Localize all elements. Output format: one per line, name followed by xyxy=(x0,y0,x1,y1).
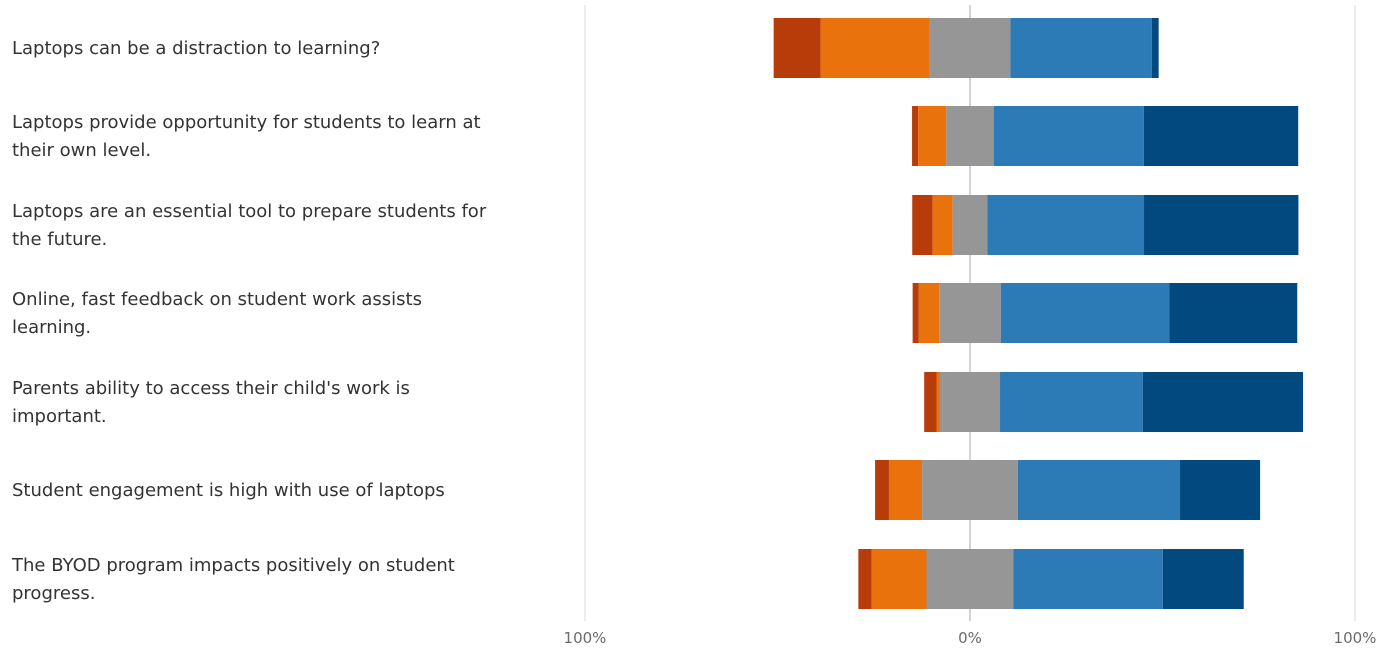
category-label: important. xyxy=(12,406,107,427)
strongly-disagree-bar xyxy=(912,195,933,255)
category-label: Laptops provide opportunity for students… xyxy=(12,112,481,133)
category-label: The BYOD program impacts positively on s… xyxy=(11,555,455,576)
strongly-disagree-bar xyxy=(773,18,821,78)
category-label: progress. xyxy=(12,583,95,604)
disagree-bar xyxy=(871,549,927,609)
bar-layer xyxy=(773,18,1304,609)
strongly-disagree-bar xyxy=(858,549,872,609)
agree-bar xyxy=(1010,18,1152,78)
category-label: Student engagement is high with use of l… xyxy=(12,480,445,501)
neutral-bar xyxy=(922,460,1018,520)
strongly-agree-bar xyxy=(1151,18,1159,78)
agree-bar xyxy=(993,106,1144,166)
agree-bar xyxy=(1017,460,1181,520)
neutral-bar xyxy=(946,106,994,166)
disagree-bar xyxy=(918,106,947,166)
neutral-bar xyxy=(929,18,1011,78)
strongly-agree-bar xyxy=(1142,372,1304,432)
category-label: the future. xyxy=(12,229,107,250)
category-label: learning. xyxy=(12,317,91,338)
strongly-agree-bar xyxy=(1143,106,1299,166)
strongly-agree-bar xyxy=(1144,195,1299,255)
category-label-layer: Laptops can be a distraction to learning… xyxy=(11,38,487,604)
neutral-bar xyxy=(952,195,988,255)
neutral-bar xyxy=(926,549,1014,609)
neutral-bar xyxy=(939,283,1001,343)
strongly-disagree-bar xyxy=(875,460,889,520)
agree-bar xyxy=(1000,283,1170,343)
strongly-disagree-bar xyxy=(912,283,919,343)
disagree-bar xyxy=(918,283,940,343)
disagree-bar xyxy=(936,372,940,432)
x-tick-label: 100% xyxy=(1334,629,1377,647)
category-label: Laptops are an essential tool to prepare… xyxy=(12,201,487,222)
neutral-bar xyxy=(939,372,1001,432)
category-label: their own level. xyxy=(12,140,151,161)
strongly-disagree-bar xyxy=(924,372,937,432)
strongly-agree-bar xyxy=(1169,283,1298,343)
agree-bar xyxy=(1013,549,1163,609)
x-axis-tick-layer: 100% 0% 100% xyxy=(564,629,1377,647)
disagree-bar xyxy=(820,18,930,78)
agree-bar xyxy=(1000,372,1143,432)
disagree-bar xyxy=(932,195,953,255)
strongly-agree-bar xyxy=(1180,460,1261,520)
disagree-bar xyxy=(888,460,923,520)
strongly-disagree-bar xyxy=(912,106,919,166)
category-label: Online, fast feedback on student work as… xyxy=(12,289,422,310)
category-label: Parents ability to access their child's … xyxy=(12,378,410,399)
strongly-agree-bar xyxy=(1162,549,1244,609)
x-tick-label: 100% xyxy=(564,629,607,647)
x-tick-label: 0% xyxy=(958,629,982,647)
category-label: Laptops can be a distraction to learning… xyxy=(12,38,380,59)
agree-bar xyxy=(987,195,1145,255)
